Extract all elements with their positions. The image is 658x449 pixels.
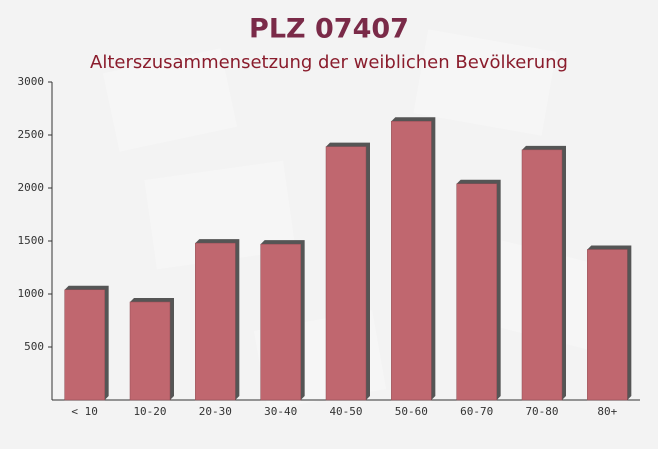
bar [587,249,628,401]
y-tick-label: 500 [24,340,44,353]
x-tick-label: 30-40 [264,405,297,418]
chart-title: PLZ 07407 [249,14,409,45]
y-tick-label: 2500 [18,128,45,141]
x-tick-label: 70-80 [525,405,558,418]
y-tick-label: 1000 [18,287,45,300]
y-tick-label: 1500 [18,234,45,247]
x-tick-label: 80+ [597,405,617,418]
bar [129,301,171,401]
bar [521,149,563,401]
bar [456,183,497,401]
bar [260,243,301,401]
x-tick-label: < 10 [71,405,98,418]
bar [64,289,105,401]
bar [391,120,432,401]
x-tick-label: 50-60 [395,405,428,418]
bar [195,242,236,401]
y-tick-label: 3000 [18,75,45,88]
x-tick-label: 10-20 [133,405,166,418]
x-tick-label: 60-70 [460,405,493,418]
chart-subtitle: Alterszusammensetzung der weiblichen Bev… [90,52,568,73]
bar [325,146,367,401]
y-tick-label: 2000 [18,181,45,194]
x-tick-label: 40-50 [329,405,362,418]
x-tick-label: 20-30 [199,405,232,418]
